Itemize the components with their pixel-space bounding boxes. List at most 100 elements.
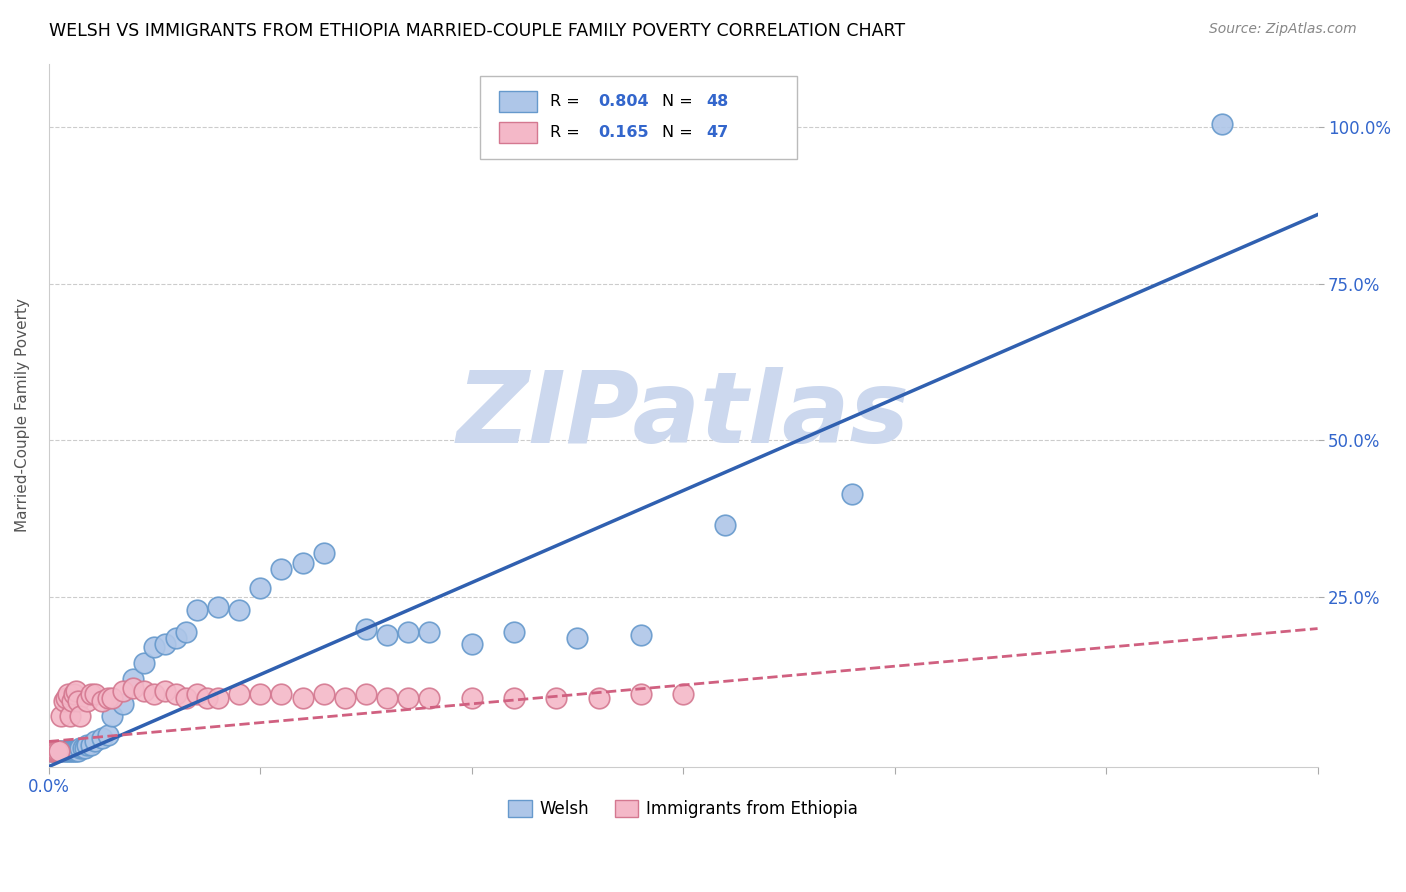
Point xyxy=(111,684,134,698)
Point xyxy=(186,603,208,617)
Point xyxy=(354,688,377,702)
Text: 48: 48 xyxy=(706,94,728,109)
Point xyxy=(418,690,440,705)
Point xyxy=(841,486,863,500)
Point xyxy=(122,681,145,695)
Point xyxy=(44,744,66,758)
Text: WELSH VS IMMIGRANTS FROM ETHIOPIA MARRIED-COUPLE FAMILY POVERTY CORRELATION CHAR: WELSH VS IMMIGRANTS FROM ETHIOPIA MARRIE… xyxy=(49,22,905,40)
Point xyxy=(67,694,90,708)
Point xyxy=(132,684,155,698)
Point xyxy=(418,624,440,639)
Point xyxy=(69,709,91,723)
Text: 0.804: 0.804 xyxy=(598,94,648,109)
Point xyxy=(97,690,120,705)
Point xyxy=(56,688,79,702)
Point xyxy=(44,744,66,758)
Point xyxy=(55,690,77,705)
Point xyxy=(51,744,73,758)
Point xyxy=(270,688,292,702)
Bar xyxy=(499,121,537,143)
Point xyxy=(174,690,197,705)
Point xyxy=(396,690,419,705)
Point xyxy=(59,709,82,723)
Point xyxy=(567,631,589,645)
Point xyxy=(76,738,98,752)
Point xyxy=(460,690,482,705)
Point xyxy=(153,684,176,698)
Point xyxy=(333,690,356,705)
Point xyxy=(76,694,98,708)
Point xyxy=(46,744,69,758)
Point xyxy=(588,690,610,705)
Text: R =: R = xyxy=(550,94,585,109)
Point xyxy=(90,694,112,708)
Text: N =: N = xyxy=(662,94,697,109)
Point xyxy=(630,628,652,642)
Point xyxy=(63,744,86,758)
Point xyxy=(1211,117,1233,131)
Point xyxy=(97,728,120,742)
Point xyxy=(207,690,229,705)
Point xyxy=(228,688,250,702)
Text: N =: N = xyxy=(662,125,697,140)
Bar xyxy=(499,91,537,112)
Point xyxy=(165,631,187,645)
Point xyxy=(80,738,103,752)
Point xyxy=(101,690,124,705)
Point xyxy=(52,694,75,708)
Point xyxy=(122,672,145,686)
Point xyxy=(84,734,107,748)
Point xyxy=(48,744,70,758)
Point xyxy=(249,581,271,595)
Point xyxy=(52,744,75,758)
Point xyxy=(72,740,94,755)
Point xyxy=(153,637,176,651)
Point xyxy=(460,637,482,651)
Point xyxy=(312,688,335,702)
Point xyxy=(207,599,229,614)
Point xyxy=(249,688,271,702)
Point xyxy=(80,688,103,702)
Point xyxy=(65,684,87,698)
Point xyxy=(69,740,91,755)
Point xyxy=(503,624,526,639)
Point xyxy=(67,744,90,758)
Point xyxy=(186,688,208,702)
Point xyxy=(60,694,83,708)
Point xyxy=(195,690,218,705)
Point xyxy=(143,640,166,655)
Point xyxy=(60,744,83,758)
Point xyxy=(165,688,187,702)
Point xyxy=(143,688,166,702)
Point xyxy=(630,688,652,702)
Point xyxy=(90,731,112,746)
Point xyxy=(42,744,65,758)
Point xyxy=(375,628,398,642)
Text: ZIPatlas: ZIPatlas xyxy=(457,367,910,464)
Point xyxy=(51,709,73,723)
Point xyxy=(132,656,155,670)
Y-axis label: Married-Couple Family Poverty: Married-Couple Family Poverty xyxy=(15,298,30,533)
Point xyxy=(503,690,526,705)
Point xyxy=(228,603,250,617)
Point xyxy=(46,744,69,758)
Point xyxy=(59,744,82,758)
Point xyxy=(375,690,398,705)
Point xyxy=(312,546,335,560)
Point xyxy=(101,709,124,723)
Legend: Welsh, Immigrants from Ethiopia: Welsh, Immigrants from Ethiopia xyxy=(502,794,865,825)
Point xyxy=(546,690,568,705)
Point xyxy=(270,562,292,576)
Point xyxy=(63,688,86,702)
Point xyxy=(111,697,134,711)
Point xyxy=(291,556,314,570)
Point xyxy=(55,744,77,758)
Point xyxy=(291,690,314,705)
Text: R =: R = xyxy=(550,125,585,140)
Text: Source: ZipAtlas.com: Source: ZipAtlas.com xyxy=(1209,22,1357,37)
FancyBboxPatch shape xyxy=(481,76,797,159)
Point xyxy=(56,744,79,758)
Point xyxy=(39,744,62,758)
Point xyxy=(65,744,87,758)
Text: 0.165: 0.165 xyxy=(598,125,648,140)
